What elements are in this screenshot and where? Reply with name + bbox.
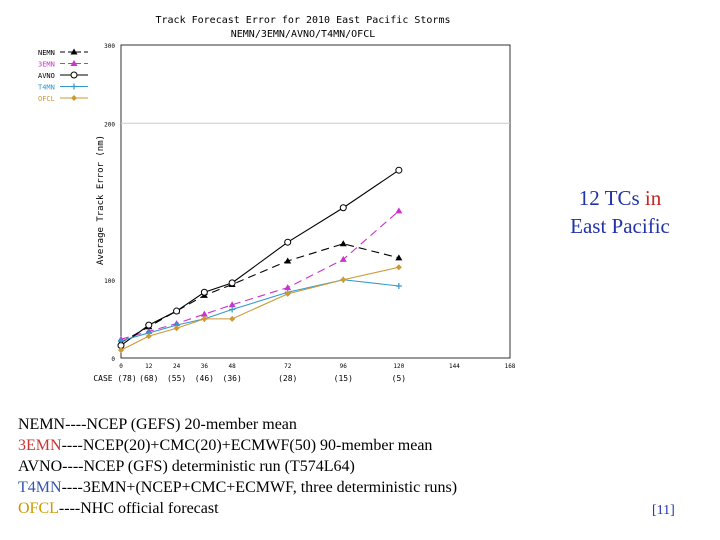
data-point-3emn xyxy=(339,255,347,262)
x-tick-label: 24 xyxy=(173,363,181,370)
data-point-nemn xyxy=(395,254,403,261)
data-point-t4mn xyxy=(118,337,124,344)
data-point-ofcl xyxy=(340,276,347,283)
desc-nemn: NEMN----NCEP (GEFS) 20-member mean xyxy=(18,414,457,435)
x-tick-label: 0 xyxy=(119,363,123,370)
legend-label-3emn: 3EMN xyxy=(38,61,55,69)
series-line-ofcl xyxy=(120,266,399,351)
data-point-avno xyxy=(145,321,153,329)
series-line-3emn xyxy=(120,210,400,340)
legend-label-t4mn: T4MN xyxy=(38,84,55,92)
data-point-ofcl xyxy=(395,264,402,271)
legend-marker-3emn xyxy=(70,60,78,66)
y-tick-label: 200 xyxy=(104,121,115,128)
legend-label-avno: AVNO xyxy=(38,72,55,80)
data-point-3emn xyxy=(228,301,236,308)
legend-label-ofcl: OFCL xyxy=(38,95,55,103)
case-count-label: (68) xyxy=(139,374,158,383)
data-point-avno xyxy=(228,279,236,287)
legend-marker-nemn xyxy=(70,48,78,55)
data-point-nemn xyxy=(284,257,292,264)
desc-avno: AVNO----NCEP (GFS) deterministic run (T5… xyxy=(18,456,457,477)
data-point-avno xyxy=(284,238,292,246)
desc-t4mn-text: ----3EMN+(NCEP+CMC+ECMWF, three determin… xyxy=(61,479,458,496)
desc-t4mn: T4MN----3EMN+(NCEP+CMC+ECMWF, three dete… xyxy=(18,477,457,498)
storm-count-annotation: 12 TCs in East Pacific xyxy=(560,184,680,240)
case-count-label: (5) xyxy=(392,374,406,383)
data-point-ofcl xyxy=(284,290,291,297)
x-tick-label: 96 xyxy=(340,363,348,370)
data-point-3emn xyxy=(395,207,403,214)
case-count-label: (46) xyxy=(195,374,214,383)
desc-ofcl-key: OFCL xyxy=(18,500,59,517)
x-tick-label: 48 xyxy=(229,363,237,370)
series-line-nemn xyxy=(120,243,399,343)
x-tick-label: 72 xyxy=(284,363,292,370)
y-axis-label: Average Track Error (nm) xyxy=(96,135,106,265)
x-tick-label: 168 xyxy=(505,363,516,370)
case-count-label: (28) xyxy=(278,374,297,383)
desc-3emn: 3EMN----NCEP(20)+CMC(20)+ECMWF(50) 90-me… xyxy=(18,435,457,456)
legend-marker-ofcl xyxy=(71,95,77,101)
legend-marker-avno xyxy=(70,71,78,79)
legend-label-nemn: NEMN xyxy=(38,49,55,57)
desc-ofcl: OFCL----NHC official forecast xyxy=(18,498,457,519)
data-point-nemn xyxy=(339,240,347,247)
track-error-chart: Track Forecast Error for 2010 East Pacif… xyxy=(38,15,516,383)
data-point-ofcl xyxy=(201,315,208,322)
data-point-t4mn xyxy=(229,306,236,313)
y-tick-label: 100 xyxy=(104,278,115,285)
series-line-avno xyxy=(120,169,400,346)
annotation-tc-count: 12 TCs xyxy=(578,186,640,210)
data-point-t4mn xyxy=(395,283,402,290)
desc-avno-key: AVNO xyxy=(18,458,63,475)
desc-nemn-text: ----NCEP (GEFS) 20-member mean xyxy=(65,416,297,433)
data-point-3emn xyxy=(200,310,208,317)
data-point-avno xyxy=(173,307,181,315)
x-tick-label: 36 xyxy=(201,363,209,370)
desc-ofcl-text: ----NHC official forecast xyxy=(58,500,219,517)
slide-reference: [11] xyxy=(652,503,675,518)
case-count-label: (36) xyxy=(223,374,242,383)
data-point-avno xyxy=(200,288,208,296)
y-tick-label: 0 xyxy=(111,356,115,363)
annotation-in: in xyxy=(639,186,662,210)
desc-3emn-key: 3EMN xyxy=(18,437,62,454)
chart-legend: NEMN 3EMN AVNO T4MN OFCL xyxy=(38,48,88,103)
x-tick-label: 12 xyxy=(145,363,153,370)
chart-title: Track Forecast Error for 2010 East Pacif… xyxy=(155,15,450,26)
annotation-basin: East Pacific xyxy=(570,214,670,238)
case-count-labels: CASE (78) (68) (55) (46) (36) (28) (15) (5) xyxy=(93,374,406,383)
case-count-label: (15) xyxy=(334,374,353,383)
chart-subtitle: NEMN/3EMN/AVNO/T4MN/OFCL xyxy=(231,29,376,40)
series-lines xyxy=(117,166,403,354)
data-point-ofcl xyxy=(118,347,124,354)
legend-marker-t4mn xyxy=(71,83,77,90)
data-point-ofcl xyxy=(229,315,236,322)
desc-3emn-text: ----NCEP(20)+CMC(20)+ECMWF(50) 90-member… xyxy=(61,437,433,454)
data-point-ofcl xyxy=(145,333,152,340)
plot-area xyxy=(120,44,511,359)
desc-avno-text: ----NCEP (GFS) deterministic run (T574L6… xyxy=(62,458,355,475)
data-point-avno xyxy=(395,166,403,174)
data-point-avno xyxy=(339,204,347,212)
data-point-3emn xyxy=(284,284,292,291)
desc-nemn-key: NEMN xyxy=(18,416,66,433)
data-point-ofcl xyxy=(173,325,180,332)
case-count-label: CASE (78) xyxy=(93,374,136,383)
x-tick-label: 120 xyxy=(393,363,404,370)
desc-t4mn-key: T4MN xyxy=(18,479,62,496)
x-tick-label: 144 xyxy=(449,363,460,370)
x-tick-labels: 0 12 24 36 48 72 96 120 144 168 xyxy=(119,363,516,370)
model-descriptions: NEMN----NCEP (GEFS) 20-member mean 3EMN-… xyxy=(18,414,457,519)
y-tick-labels: 0 100 200 300 xyxy=(104,43,115,363)
y-tick-label: 300 xyxy=(104,43,115,50)
case-count-label: (55) xyxy=(167,374,186,383)
